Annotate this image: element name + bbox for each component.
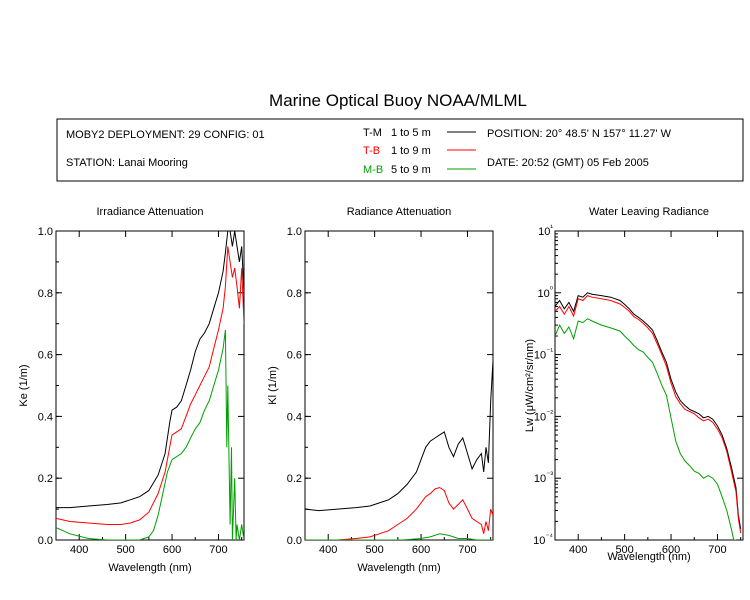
chart-irradiance: Irradiance Attenuation 400 500 600 700 0.0 0.2… — [18, 206, 245, 574]
series-m-b-line — [305, 533, 493, 540]
station-text: STATION: Lanai Mooring — [66, 157, 188, 169]
series-t-m-line — [305, 360, 493, 512]
y-tick-label: 10⁰ — [538, 285, 553, 300]
x-tick-label: 400 — [319, 544, 337, 556]
plot-frame — [304, 230, 494, 541]
legend-code-tm: T-M — [363, 127, 382, 139]
x-tick-label: 600 — [163, 544, 181, 556]
chart-title: Irradiance Attenuation — [96, 206, 203, 218]
x-tick-label: 700 — [708, 544, 726, 556]
chart-title: Radiance Attenuation — [347, 206, 452, 218]
y-tick-label: 10⁻⁴ — [533, 532, 553, 547]
y-tick-label: 0.2 — [38, 473, 53, 485]
series-t-b-line — [56, 246, 244, 525]
y-tick-label: 0.4 — [287, 411, 302, 423]
x-axis-label: Wavelength (nm) — [357, 562, 440, 574]
chart-title: Water Leaving Radiance — [589, 206, 709, 218]
series-t-m-line — [56, 231, 244, 509]
y-tick-label: 0.0 — [287, 535, 302, 547]
legend-code-tb: T-B — [363, 145, 380, 157]
x-axis-label: Wavelength (nm) — [108, 562, 191, 574]
date-text: DATE: 20:52 (GMT) 05 Feb 2005 — [487, 157, 649, 169]
y-tick-label: 1.0 — [287, 226, 302, 238]
y-tick-label: 0.4 — [38, 411, 53, 423]
x-tick-label: 500 — [116, 544, 134, 556]
series-t-m-line — [555, 292, 742, 530]
y-tick-label: 10¹ — [538, 223, 553, 238]
y-tick-label: 0.2 — [287, 473, 302, 485]
info-box — [56, 118, 744, 182]
y-tick-label: 0.8 — [287, 288, 302, 300]
x-tick-label: 500 — [615, 544, 633, 556]
depth-legend: T-M 1 to 5 m T-B 1 to 9 m M-B 5 to 9 m — [363, 127, 476, 176]
legend-range-mb: 5 to 9 m — [391, 164, 431, 176]
y-tick-label: 10⁻³ — [534, 470, 553, 485]
y-tick-label: 0.6 — [38, 350, 53, 362]
legend-range-tb: 1 to 9 m — [391, 145, 431, 157]
x-tick-label: 400 — [70, 544, 88, 556]
y-tick-label: 10⁻¹ — [534, 347, 553, 362]
plot-frame — [55, 230, 245, 541]
x-tick-label: 600 — [412, 544, 430, 556]
chart-water-leaving: Water Leaving Radiance 400 500 600 700 10⁻⁴ 10… — [524, 206, 744, 563]
series-m-b-line — [56, 329, 244, 540]
y-tick-label: 0.0 — [38, 535, 53, 547]
series-group — [555, 292, 742, 540]
y-tick-label: 0.8 — [38, 288, 53, 300]
y-axis-label: Ke (1/m) — [18, 364, 30, 406]
legend-range-tm: 1 to 5 m — [391, 127, 431, 139]
series-group — [305, 360, 493, 540]
y-tick-label: 0.6 — [287, 350, 302, 362]
legend-code-mb: M-B — [363, 164, 383, 176]
x-tick-label: 700 — [458, 544, 476, 556]
figure-title: Marine Optical Buoy NOAA/MLML — [269, 91, 527, 110]
x-tick-label: 700 — [209, 544, 227, 556]
position-text: POSITION: 20° 48.5' N 157° 11.27' W — [487, 128, 672, 140]
x-axis-label: Wavelength (nm) — [607, 551, 690, 563]
y-axis-label: Lw (μW/cm²/sr/nm) — [524, 339, 536, 432]
deployment-text: MOBY2 DEPLOYMENT: 29 CONFIG: 01 — [66, 129, 265, 141]
x-tick-label: 500 — [365, 544, 383, 556]
chart-radiance: Radiance Attenuation 400 500 600 700 0.0 0.2 0.… — [267, 206, 494, 574]
series-t-b-line — [305, 486, 493, 540]
series-group — [56, 231, 244, 540]
series-m-b-line — [555, 318, 736, 540]
series-t-b-line — [555, 295, 742, 534]
plot-frame — [554, 230, 744, 541]
y-tick-label: 10⁻² — [534, 408, 553, 423]
y-tick-label: 1.0 — [38, 226, 53, 238]
x-tick-label: 600 — [662, 544, 680, 556]
y-axis-label: Kl (1/m) — [267, 366, 279, 405]
x-tick-label: 400 — [569, 544, 587, 556]
